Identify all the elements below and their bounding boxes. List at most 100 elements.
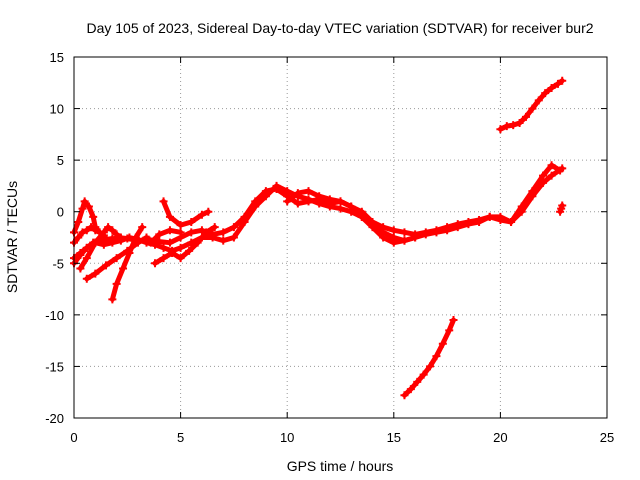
data-point [261, 192, 270, 201]
data-point [165, 238, 174, 247]
data-point [76, 264, 85, 273]
data-point [84, 202, 93, 211]
data-point [426, 362, 435, 371]
plot-frame [73, 56, 608, 419]
series-seg6 [108, 223, 147, 304]
data-point [449, 316, 458, 325]
data-point [176, 243, 185, 252]
data-point [176, 254, 185, 263]
data-point [389, 238, 398, 247]
data-point [336, 204, 345, 213]
data-point [534, 96, 543, 105]
x-tick-label: 10 [280, 430, 294, 445]
data-point [336, 197, 345, 206]
data-point [112, 230, 121, 239]
data-point [78, 204, 87, 213]
data-point [146, 238, 155, 247]
data-point [82, 243, 91, 252]
data-point [485, 212, 494, 221]
data-point [432, 228, 441, 237]
data-point [176, 221, 185, 230]
x-tick-label: 0 [70, 430, 77, 445]
data-point [80, 197, 89, 206]
series-seg10 [146, 226, 185, 247]
data-point [272, 181, 281, 190]
data-point [202, 228, 211, 237]
data-point [400, 228, 409, 237]
data-point [315, 192, 324, 201]
data-point [219, 236, 228, 245]
data-point [125, 248, 134, 257]
data-point [229, 233, 238, 242]
data-point [315, 199, 324, 208]
data-point [464, 220, 473, 229]
data-point [379, 233, 388, 242]
data-point [82, 254, 91, 263]
data-point [539, 178, 548, 187]
y-axis-label: SDTVAR / TECUs [4, 181, 20, 293]
x-axis-label: GPS time / hours [287, 458, 394, 474]
data-point [528, 104, 537, 113]
data-point [304, 187, 313, 196]
data-point [168, 248, 177, 257]
y-tick-label: -15 [45, 359, 64, 374]
data-point [95, 236, 104, 245]
data-point [283, 187, 292, 196]
data-point [539, 171, 548, 180]
series-seg13 [496, 76, 567, 134]
data-point [165, 212, 174, 221]
data-point [176, 228, 185, 237]
data-point [502, 122, 511, 131]
data-point [229, 223, 238, 232]
series-seg2 [70, 164, 567, 263]
data-point [119, 264, 128, 273]
y-tick-label: 15 [50, 50, 64, 65]
data-point [443, 226, 452, 235]
data-point [496, 125, 505, 134]
series-seg12 [400, 316, 458, 400]
data-point [347, 202, 356, 211]
data-point [521, 112, 530, 121]
series-seg11 [283, 187, 420, 247]
series-seg4 [76, 223, 125, 273]
data-point [101, 261, 110, 270]
data-point [74, 218, 83, 227]
data-point [251, 202, 260, 211]
data-point [547, 83, 556, 92]
data-point [406, 385, 415, 394]
data-point [496, 212, 505, 221]
data-point [400, 391, 409, 400]
data-point [517, 207, 526, 216]
data-point [91, 269, 100, 278]
data-point [304, 195, 313, 204]
y-tick-label: 5 [57, 153, 64, 168]
series-line [148, 227, 184, 246]
data-point [89, 238, 98, 247]
data-point [82, 274, 91, 283]
data-point [553, 79, 562, 88]
data-point [138, 223, 147, 232]
data-point [193, 238, 202, 247]
data-point [558, 201, 567, 210]
data-point [159, 243, 168, 252]
data-point [293, 199, 302, 208]
data-point [453, 223, 462, 232]
data-point [142, 233, 151, 242]
data-point [131, 233, 140, 242]
data-point [165, 226, 174, 235]
data-point [99, 228, 108, 237]
data-point [187, 228, 196, 237]
data-point [432, 352, 441, 361]
series-seg8 [159, 197, 213, 230]
data-point [159, 254, 168, 263]
data-point [108, 234, 117, 243]
data-point [112, 254, 121, 263]
data-point [509, 121, 518, 130]
data-point [558, 76, 567, 85]
data-point [528, 192, 537, 201]
data-point [108, 295, 117, 304]
series-seg14 [556, 201, 567, 216]
data-point [159, 197, 168, 206]
data-point [389, 226, 398, 235]
